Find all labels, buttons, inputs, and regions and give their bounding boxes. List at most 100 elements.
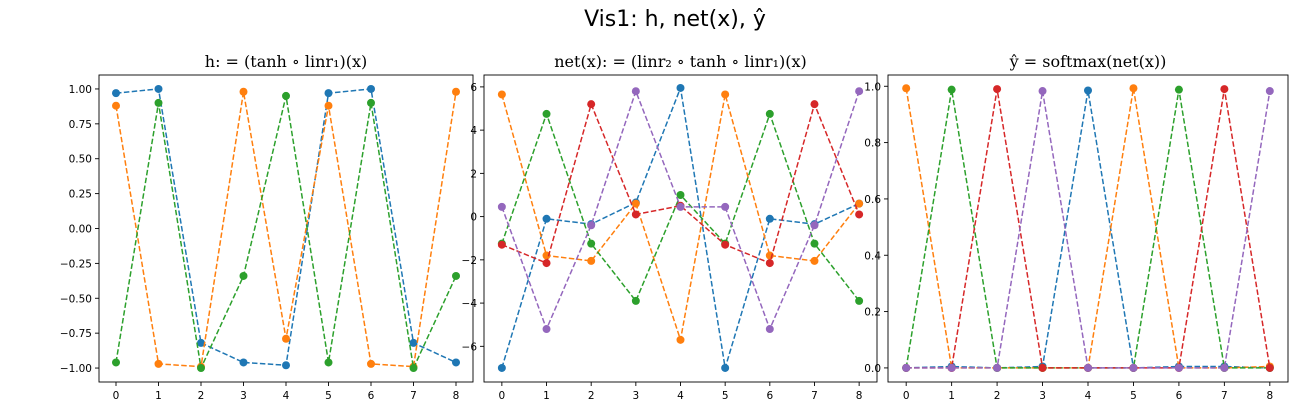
data-point <box>993 363 1002 372</box>
data-point <box>631 199 640 208</box>
data-point <box>282 334 290 343</box>
data-point <box>810 256 819 265</box>
series-2 <box>112 87 460 371</box>
series-line <box>906 90 1270 369</box>
data-point <box>497 240 506 249</box>
data-point <box>1129 84 1138 93</box>
data-point <box>947 85 956 94</box>
data-point <box>631 210 640 219</box>
data-point <box>239 358 248 367</box>
x-tick-label: 3 <box>1039 390 1046 402</box>
data-point <box>810 221 819 230</box>
series-5 <box>497 87 864 334</box>
data-point <box>1265 87 1274 96</box>
x-tick-label: 5 <box>325 390 332 402</box>
data-point <box>367 98 375 107</box>
data-point <box>631 296 640 305</box>
data-point <box>1174 363 1183 372</box>
data-point <box>721 202 730 211</box>
series-line <box>115 88 457 367</box>
x-tick-label: 1 <box>948 390 955 402</box>
x-tick-label: 8 <box>1266 390 1273 402</box>
figure-suptitle: Vis1: h, net(x), ŷ <box>584 7 766 32</box>
subplot-title: ŷ = softmax(net(x)) <box>1009 52 1167 71</box>
x-tick-label: 0 <box>113 390 120 402</box>
data-point <box>1084 86 1092 95</box>
y-tick-label: −0.75 <box>60 328 92 340</box>
data-point <box>765 109 774 118</box>
data-point <box>721 90 730 99</box>
data-point <box>324 89 333 98</box>
data-point <box>1129 363 1138 372</box>
y-tick-label: 0.4 <box>864 250 881 262</box>
series-line <box>905 89 1270 369</box>
data-point <box>324 101 333 110</box>
data-point <box>154 98 163 107</box>
data-point <box>721 363 730 372</box>
data-point <box>282 361 290 370</box>
data-point <box>497 90 506 99</box>
data-point <box>810 100 819 109</box>
data-point <box>1038 363 1047 372</box>
data-point <box>239 87 248 96</box>
x-tick-label: 8 <box>856 390 863 402</box>
series-1 <box>112 84 460 370</box>
y-tick-label: 0.25 <box>69 189 92 201</box>
data-point <box>452 87 460 96</box>
data-point <box>452 271 460 280</box>
y-tick-label: 0.00 <box>69 224 92 236</box>
data-point <box>810 239 819 248</box>
subplot-1: h: = (tanh ∘ linr₁)(x) 0 1 2 3 4 5 6 7 8 −1.00 −0.7… <box>60 52 474 402</box>
data-point <box>367 359 375 368</box>
subplot-3: ŷ = softmax(net(x)) 0 1 2 3 4 5 6 7 8 0.0 0.2 0.4 0.6… <box>864 52 1289 402</box>
data-point <box>112 358 120 367</box>
data-point <box>587 100 596 109</box>
y-tick-label: 4 <box>470 125 477 137</box>
series-line <box>115 91 457 368</box>
data-point <box>947 363 956 372</box>
data-point <box>902 84 911 93</box>
data-point <box>367 84 375 93</box>
data-point <box>587 256 596 265</box>
data-point <box>112 89 120 98</box>
y-tick-label: −0.25 <box>60 258 92 270</box>
data-point <box>587 239 596 248</box>
data-point <box>676 83 685 92</box>
y-tick-label: 1.00 <box>69 84 92 96</box>
x-tick-label: 7 <box>811 390 818 402</box>
y-tick-label: 0.50 <box>69 154 92 166</box>
y-tick-label: −0.50 <box>60 293 92 305</box>
data-point <box>676 335 685 344</box>
data-point <box>409 364 418 373</box>
data-point <box>197 364 205 373</box>
data-point <box>497 363 506 372</box>
data-point <box>721 240 730 249</box>
data-point <box>197 338 205 347</box>
y-tick-label: 6 <box>470 82 477 94</box>
series-3 <box>112 91 460 373</box>
data-point <box>282 91 290 100</box>
data-point <box>239 271 248 280</box>
data-point <box>676 190 685 199</box>
data-point <box>1265 363 1274 372</box>
series-line <box>905 88 1270 369</box>
data-point <box>855 199 864 208</box>
y-tick-label: −1.00 <box>60 363 92 375</box>
y-tick-label: 0.8 <box>864 138 881 150</box>
x-tick-label: 7 <box>410 390 417 402</box>
x-tick-label: 1 <box>543 390 550 402</box>
y-tick-label: 1.0 <box>864 81 881 93</box>
y-tick-label: 0.75 <box>69 119 92 131</box>
y-tick-label: −6 <box>462 341 478 353</box>
x-tick-label: 5 <box>722 390 729 402</box>
data-point <box>1084 363 1092 372</box>
data-point <box>1220 363 1229 372</box>
x-tick-label: 2 <box>588 390 595 402</box>
data-point <box>902 363 911 372</box>
data-point <box>497 202 506 211</box>
series-line <box>906 88 1271 369</box>
data-point <box>324 358 333 367</box>
subplot-title: net(x): = (linr₂ ∘ tanh ∘ linr₁)(x) <box>554 52 806 71</box>
data-point <box>631 87 640 96</box>
